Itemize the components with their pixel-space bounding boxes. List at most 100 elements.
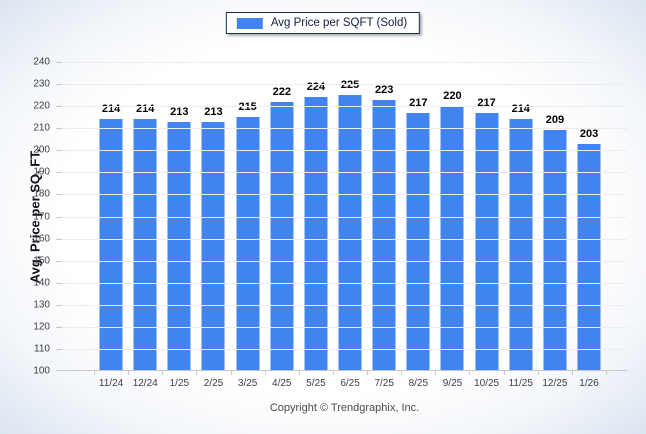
y-axis-tick-label: 170 (33, 211, 50, 222)
y-axis-tick-label: 130 (33, 299, 50, 311)
bar (133, 119, 157, 371)
y-axis-tick (56, 128, 62, 130)
x-axis-tick-label: 2/25 (203, 378, 224, 389)
x-axis-tick (606, 371, 607, 375)
bar-value-label: 225 (340, 79, 360, 92)
y-axis-tick-label: 100 (33, 365, 50, 377)
x-axis-line (62, 370, 627, 371)
legend-swatch (236, 17, 263, 29)
x-axis-tick (196, 371, 198, 375)
x-axis-tick (230, 371, 232, 375)
y-axis-tick (56, 348, 62, 350)
y-axis-tick (56, 370, 62, 371)
x-axis-tick-label: 12/24 (132, 378, 158, 389)
bar (509, 119, 533, 371)
gridline (62, 304, 627, 306)
x-axis-tick-label: 10/25 (474, 378, 500, 389)
bar-value-label: 217 (409, 96, 428, 109)
plot-area: 214 11/24 214 12/24 213 1/25 213 2/25 215 3/25 222… (56, 62, 627, 389)
y-axis-tick (56, 84, 62, 86)
y-axis-tick-label: 240 (33, 56, 50, 68)
x-axis-tick-label: 4/25 (272, 378, 292, 389)
bar-value-label: 213 (204, 105, 223, 118)
gridline (62, 128, 627, 130)
bar (338, 95, 362, 371)
gridline (62, 106, 627, 108)
y-axis-tick (56, 260, 62, 262)
gridline (62, 172, 627, 174)
x-axis-tick-label: 1/26 (579, 378, 599, 389)
y-axis-tick-label: 120 (33, 321, 50, 333)
x-axis-tick (503, 371, 505, 375)
gridline (62, 326, 627, 328)
y-axis-tick-label: 230 (33, 78, 50, 90)
bar-slot: 215 3/25 (231, 62, 265, 389)
y-axis-tick (56, 172, 62, 174)
bar-value-label: 217 (477, 96, 496, 109)
bar (406, 112, 430, 371)
x-axis-tick (94, 371, 95, 375)
gridline (62, 150, 627, 152)
bar-value-label: 209 (545, 114, 565, 127)
x-axis-tick (128, 371, 130, 375)
y-axis-tick (56, 238, 62, 240)
y-axis-tick (56, 216, 62, 218)
x-axis-tick (435, 371, 437, 375)
x-axis-tick (367, 371, 369, 375)
x-axis-tick (537, 371, 539, 375)
x-axis-tick (469, 371, 471, 375)
bar-value-label: 222 (272, 85, 291, 98)
bar (577, 143, 601, 371)
gridline (62, 238, 627, 240)
bar (475, 112, 499, 371)
x-axis-tick-label: 5/25 (306, 378, 326, 389)
bar-value-label: 215 (238, 101, 257, 114)
y-axis-tick-label: 110 (34, 343, 50, 355)
x-axis-tick-label: 7/25 (374, 378, 394, 389)
x-axis-tick-label: 3/25 (237, 378, 258, 389)
y-axis-tick (56, 282, 62, 284)
x-axis-tick-label: 6/25 (340, 378, 360, 389)
bar-slot: 222 4/25 (265, 62, 299, 389)
x-axis-tick-label: 9/25 (442, 378, 463, 389)
x-axis-tick (162, 371, 164, 375)
gridline (62, 260, 627, 262)
gridline (62, 282, 627, 284)
y-axis-tick-label: 180 (33, 188, 50, 200)
bar-value-label: 213 (170, 105, 189, 118)
bar-value-label: 203 (579, 127, 599, 140)
y-axis-tick (56, 150, 62, 152)
bar (201, 121, 225, 371)
y-axis-tick-label: 190 (33, 166, 50, 178)
y-axis-tick (56, 326, 62, 328)
y-axis-tick (56, 106, 62, 108)
x-axis-tick (401, 371, 403, 375)
x-axis-tick-label: 11/24 (98, 378, 124, 389)
bar-slot: 223 7/25 (367, 62, 401, 389)
y-axis-tick-label: 150 (33, 255, 50, 267)
gridline (62, 348, 627, 350)
bar-slot: 225 6/25 (333, 62, 367, 389)
bar-slot: 209 12/25 (538, 62, 572, 389)
bar (99, 119, 123, 371)
bar (270, 101, 294, 371)
x-axis-tick (332, 371, 334, 375)
x-axis-tick (264, 371, 266, 375)
y-axis-tick-label: 140 (33, 277, 50, 289)
gridline (62, 194, 627, 196)
x-axis-tick-label: 12/25 (542, 378, 568, 389)
bar-slot: 213 2/25 (196, 62, 230, 389)
bar (543, 130, 567, 371)
gridline (62, 62, 627, 63)
legend-label: Avg Price per SQFT (Sold) (270, 17, 408, 29)
y-axis-tick-label: 200 (33, 144, 50, 156)
y-axis-tick-label: 160 (33, 233, 50, 245)
chart-legend: Avg Price per SQFT (Sold) (225, 12, 421, 34)
x-axis-tick (298, 371, 300, 375)
y-axis-tick (56, 62, 62, 63)
y-axis-tick-label: 210 (33, 122, 50, 134)
bar (167, 121, 191, 371)
x-axis-tick (571, 371, 573, 375)
x-axis-tick-label: 11/25 (508, 378, 533, 389)
